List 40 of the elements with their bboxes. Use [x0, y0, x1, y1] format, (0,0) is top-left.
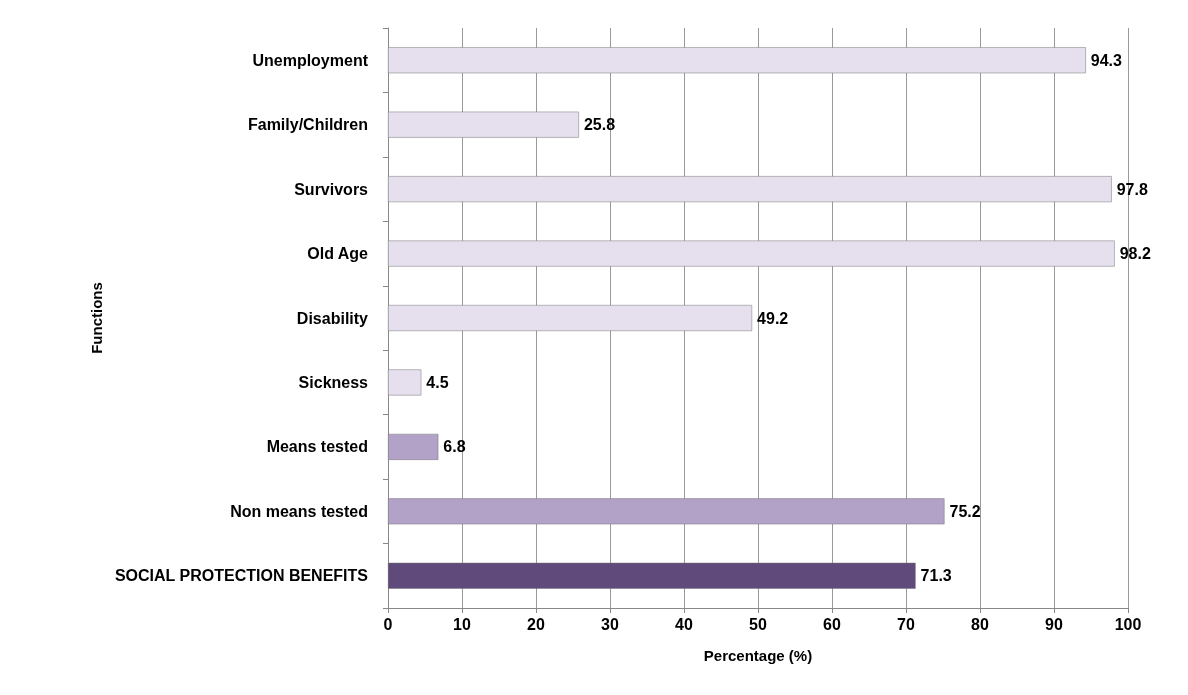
bar	[388, 369, 422, 396]
bar	[388, 498, 945, 525]
x-tick-label: 30	[601, 615, 619, 633]
y-tick-label: Disability	[296, 309, 369, 327]
y-tick-label: Non means tested	[230, 502, 368, 520]
bar	[388, 240, 1115, 267]
data-label: 75.2	[949, 502, 981, 520]
bar	[388, 176, 1112, 203]
y-tick-label: Means tested	[266, 438, 368, 456]
data-label: 71.3	[920, 567, 952, 585]
y-tick-label: Unemployment	[252, 51, 369, 69]
y-tick-label: Survivors	[294, 180, 369, 198]
y-tick-label: Sickness	[298, 373, 369, 391]
x-tick-label: 60	[823, 615, 841, 633]
x-tick-label: 20	[527, 615, 545, 633]
bar	[388, 433, 439, 460]
data-label: 6.8	[443, 438, 466, 456]
x-tick-label: 100	[1114, 615, 1142, 633]
data-label: 4.5	[426, 373, 449, 391]
data-label: 97.8	[1116, 180, 1148, 198]
x-tick-label: 0	[383, 615, 393, 633]
x-axis-title: Percentage (%)	[703, 647, 813, 664]
y-tick-label: Family/Children	[247, 116, 368, 134]
y-tick-label: SOCIAL PROTECTION BENEFITS	[114, 567, 369, 585]
x-tick-label: 70	[897, 615, 915, 633]
bar	[388, 111, 579, 138]
x-tick-label: 90	[1045, 615, 1063, 633]
x-tick-label: 50	[749, 615, 767, 633]
y-tick-label: Old Age	[307, 245, 369, 263]
x-tick-label: 80	[971, 615, 989, 633]
data-label: 98.2	[1119, 245, 1151, 263]
data-label: 25.8	[583, 116, 616, 134]
bar	[388, 562, 916, 589]
data-label: 94.3	[1090, 51, 1123, 69]
data-label: 49.2	[757, 309, 789, 327]
x-tick-label: 10	[453, 615, 471, 633]
bar	[388, 47, 1086, 74]
x-tick-label: 40	[675, 615, 693, 633]
y-axis-title: Functions	[87, 282, 105, 354]
bar	[388, 305, 753, 331]
